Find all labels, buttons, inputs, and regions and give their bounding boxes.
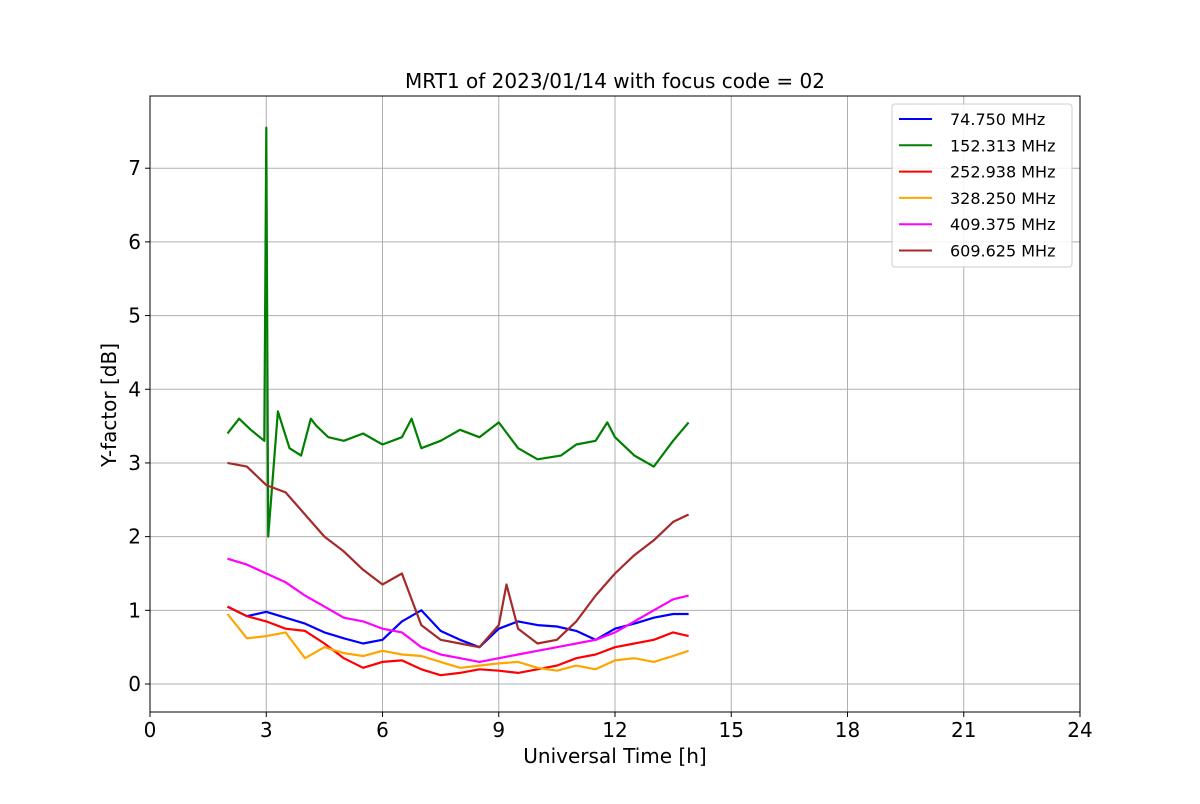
grid-layer: [149, 96, 1081, 712]
series-line-4: [226, 613, 689, 672]
y-tick-label: 7: [128, 156, 141, 180]
y-tick-label: 2: [128, 525, 141, 549]
legend-label: 328.250 MHz: [950, 189, 1055, 208]
legend-label: 152.313 MHz: [950, 136, 1055, 155]
legend-label: 409.375 MHz: [950, 215, 1055, 234]
y-tick-label: 5: [128, 304, 141, 328]
legend-label: 609.625 MHz: [950, 242, 1055, 261]
y-tick-label: 1: [128, 598, 141, 622]
series-layer: [226, 126, 690, 677]
x-tick-label: 6: [376, 718, 389, 742]
legend: 74.750 MHz 152.313 MHz 252.938 MHz 328.250 …: [891, 103, 1073, 268]
x-tick-label: 18: [835, 718, 860, 742]
y-tick-label: 4: [128, 377, 141, 401]
y-axis-label: Y-factor [dB]: [97, 343, 121, 468]
legend-box: [891, 103, 1073, 268]
series-line-3: [227, 605, 689, 677]
series-line-2: [226, 126, 690, 538]
chart-title: MRT1 of 2023/01/14 with focus code = 02: [405, 69, 825, 93]
series-line-1: [227, 605, 689, 649]
x-tick-label: 15: [719, 718, 744, 742]
x-axis-label: Universal Time [h]: [523, 744, 706, 768]
x-tick-label: 0: [144, 718, 157, 742]
x-tick-label: 24: [1067, 718, 1092, 742]
y-tick-label: 3: [128, 451, 141, 475]
x-tick-label: 9: [492, 718, 505, 742]
x-tick-label: 21: [951, 718, 976, 742]
legend-label: 74.750 MHz: [950, 110, 1045, 129]
x-tick-label: 3: [260, 718, 273, 742]
series-line-5: [227, 557, 689, 664]
series-line-6: [227, 461, 690, 649]
x-tick-label: 12: [602, 718, 627, 742]
y-tick-label: 6: [128, 230, 141, 254]
legend-label: 252.938 MHz: [950, 163, 1055, 182]
y-tick-label: 0: [128, 672, 141, 696]
